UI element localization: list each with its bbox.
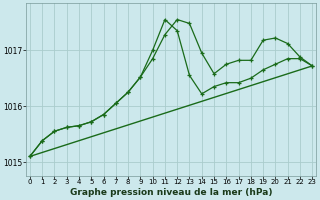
X-axis label: Graphe pression niveau de la mer (hPa): Graphe pression niveau de la mer (hPa)	[70, 188, 272, 197]
